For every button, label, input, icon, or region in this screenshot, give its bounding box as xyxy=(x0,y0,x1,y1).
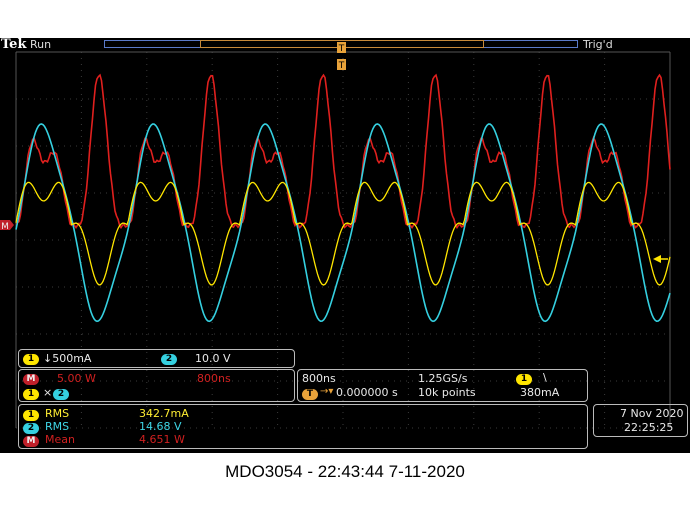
ch2-scale: 10.0 V xyxy=(195,352,231,365)
ch2-badge: 2 xyxy=(161,353,177,365)
ch1-badge: 1 xyxy=(23,353,39,365)
measurement-value: 14.68 V xyxy=(139,420,182,433)
trigger-status: Trig'd xyxy=(583,38,613,51)
ground-marker-label: M xyxy=(1,222,9,232)
horizontal-scale: 800ns xyxy=(302,372,336,385)
clock-date: 7 Nov 2020 xyxy=(620,407,684,420)
ch1-scale: ↓500mA xyxy=(43,352,92,365)
trigger-level: 380mA xyxy=(520,386,560,399)
measurement-name: RMS xyxy=(45,420,70,433)
measurements-panel[interactable]: 1 RMS 342.7mA 2 RMS 14.68 V M Mean 4.651 W xyxy=(18,404,588,449)
ch1-waveform xyxy=(15,181,671,286)
ch2-waveform xyxy=(15,123,671,323)
trigger-position-marker[interactable]: T T xyxy=(337,42,346,71)
screenshot-caption: MDO3054 - 22:43:44 7-11-2020 xyxy=(225,462,465,481)
trigger-pos-arrow-icon: →▾ xyxy=(320,386,334,397)
math-badge: M xyxy=(23,373,39,385)
measurement-name: Mean xyxy=(45,433,75,446)
ref-badge-2: 2 xyxy=(53,388,69,400)
math-waveform xyxy=(15,73,671,230)
acquisition-panel[interactable]: 800ns 1.25GS/s 1 \ T →▾ 0.000000 s 10k p… xyxy=(297,369,588,402)
sample-rate: 1.25GS/s xyxy=(418,372,468,385)
math-scale: 5.00 W xyxy=(57,372,96,385)
measurement-source-badge: M xyxy=(23,435,39,447)
acquisition-state[interactable]: Run xyxy=(30,38,52,51)
trigger-marker-label: T xyxy=(338,44,345,54)
brand-logo: Tek xyxy=(1,38,27,52)
trigger-source-badge: 1 xyxy=(516,373,532,385)
clock-time: 22:25:25 xyxy=(624,421,674,434)
math-timebase: 800ns xyxy=(197,372,231,385)
measurement-source-badge: 2 xyxy=(23,422,39,434)
trigger-marker-label-2: T xyxy=(338,61,345,71)
measurement-source-badge: 1 xyxy=(23,409,39,421)
trigger-level-arrow xyxy=(653,255,661,263)
ref-badge-1: 1 xyxy=(23,388,39,400)
math-ground-marker[interactable]: M xyxy=(0,220,14,232)
measurement-value: 4.651 W xyxy=(139,433,185,446)
trigger-pos-badge: T xyxy=(302,388,318,400)
measurement-value: 342.7mA xyxy=(139,407,189,420)
channel-scale-panel[interactable]: 1 ↓500mA 2 10.0 V xyxy=(18,349,295,368)
record-length: 10k points xyxy=(418,386,476,399)
ref-separator: × xyxy=(43,386,53,399)
clock-panel: 7 Nov 2020 22:25:25 xyxy=(593,404,688,437)
oscilloscope-screen: Tek Run Trig'd T T M 1 ↓500mA 2 10.0 V xyxy=(0,38,690,453)
trigger-slope-icon: \ xyxy=(543,371,547,384)
measurement-name: RMS xyxy=(45,407,70,420)
waveform-graticule: T T M xyxy=(0,42,671,429)
math-panel[interactable]: M 5.00 W 800ns 1 × 2 xyxy=(18,369,295,402)
trigger-position: 0.000000 s xyxy=(336,386,398,399)
